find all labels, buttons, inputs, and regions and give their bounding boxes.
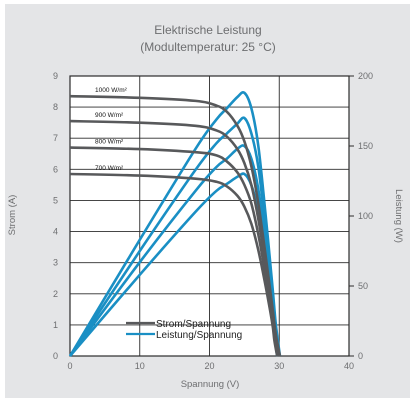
legend-label-power: Leistung/Spannung bbox=[156, 330, 242, 341]
x-tick-label: 20 bbox=[204, 361, 214, 371]
legend-label-current: Strom/Spannung bbox=[156, 319, 231, 330]
y-tick-label: 2 bbox=[53, 289, 58, 299]
series-label-3: 700 W/m² bbox=[95, 165, 124, 172]
current-curve-3 bbox=[69, 172, 279, 357]
y2-tick-label: 150 bbox=[358, 141, 373, 151]
x-tick-label: 10 bbox=[135, 361, 145, 371]
y-tick-label: 6 bbox=[53, 164, 58, 174]
x-tick-label: 40 bbox=[344, 361, 354, 371]
y-tick-label: 9 bbox=[53, 71, 58, 81]
y-tick-label: 7 bbox=[53, 133, 58, 143]
x-tick-label: 0 bbox=[67, 361, 72, 371]
y2-tick-label: 0 bbox=[358, 351, 363, 361]
chart-subtitle: (Modultemperatur: 25 °C) bbox=[140, 40, 276, 54]
tick-labels: 0 10 20 30 40 0 1 2 3 4 5 6 7 8 9 0 50 100 150 200 bbox=[53, 71, 373, 371]
y2-axis-label: Leistung (W) bbox=[393, 189, 404, 243]
y-tick-label: 0 bbox=[53, 351, 58, 361]
series-label-1: 900 W/m² bbox=[95, 112, 124, 119]
series-label-0: 1000 W/m² bbox=[95, 87, 128, 94]
y-tick-label: 5 bbox=[53, 195, 58, 205]
y-axis-label: Strom (A) bbox=[7, 195, 18, 236]
current-curves bbox=[69, 94, 282, 357]
x-axis-label: Spannung (V) bbox=[181, 379, 240, 390]
y-tick-label: 1 bbox=[53, 320, 58, 330]
legend: Strom/Spannung Leistung/Spannung bbox=[126, 319, 242, 341]
y-tick-label: 8 bbox=[53, 102, 58, 112]
y2-tick-label: 200 bbox=[358, 71, 373, 81]
y-tick-label: 3 bbox=[53, 258, 58, 268]
x-tick-label: 30 bbox=[274, 361, 284, 371]
y-tick-label: 4 bbox=[53, 227, 58, 237]
y2-tick-label: 50 bbox=[358, 281, 368, 291]
y2-tick-label: 100 bbox=[358, 211, 373, 221]
chart-title: Elektrische Leistung bbox=[154, 23, 261, 37]
series-labels: 1000 W/m² 900 W/m² 800 W/m² 700 W/m² bbox=[95, 87, 128, 172]
series-label-2: 800 W/m² bbox=[95, 139, 124, 146]
axes bbox=[69, 75, 354, 357]
